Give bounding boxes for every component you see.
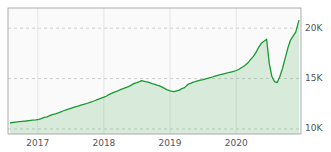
chart: 10K 15K 20K 2017 2018 2019 2020 (0, 0, 331, 152)
y-tick-label: 20K (305, 23, 323, 33)
y-tick-label: 15K (305, 73, 323, 83)
grid (8, 8, 301, 134)
x-tick-label: 2017 (26, 138, 49, 148)
plot-frame (8, 8, 301, 134)
line (10, 20, 299, 123)
plot-area (10, 20, 299, 134)
y-tick-label: 10K (305, 123, 323, 133)
x-tick-label: 2020 (225, 138, 248, 148)
x-tick-label: 2018 (92, 138, 115, 148)
x-grid-line (37, 8, 38, 134)
area-fill (10, 20, 299, 134)
plot-background (8, 8, 301, 134)
y-grid-line (8, 28, 301, 29)
axes: 10K 15K 20K 2017 2018 2019 2020 (26, 23, 323, 148)
x-tick-label: 2019 (159, 138, 182, 148)
